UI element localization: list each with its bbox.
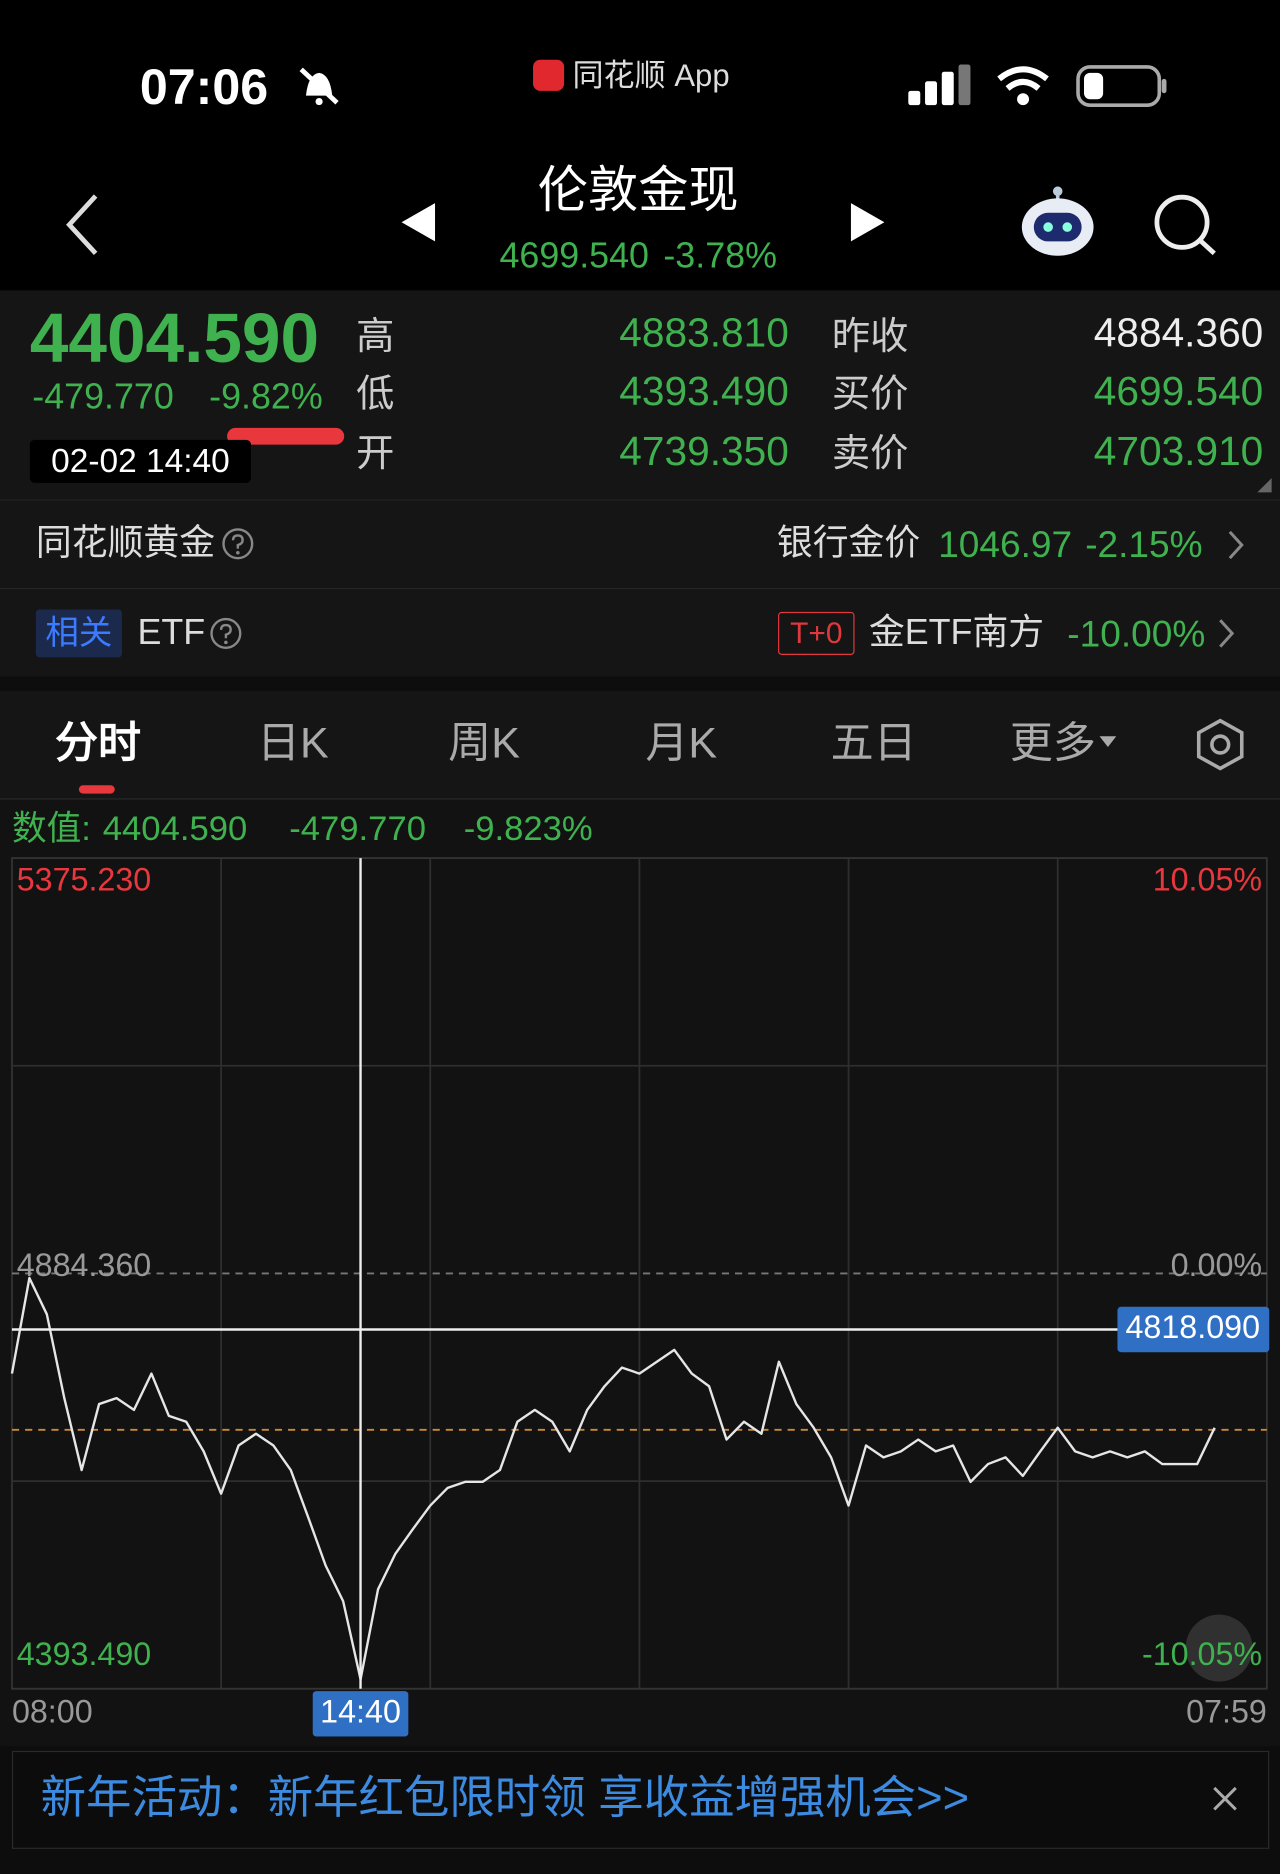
readout-value: 4404.590 — [103, 810, 247, 848]
readout-pct: -9.823% — [464, 810, 593, 848]
back-button[interactable] — [60, 191, 108, 258]
tab[interactable]: 周K — [448, 718, 520, 768]
grid — [11, 858, 1267, 1689]
gold-row[interactable] — [0, 500, 1280, 590]
tab[interactable]: 日K — [256, 718, 329, 768]
field-label: 低 — [356, 371, 395, 415]
fund-change: -10.00% — [1067, 613, 1206, 655]
field-label: 高 — [356, 314, 395, 358]
y-tick-label: 5375.230 — [17, 862, 152, 898]
field-value: 4883.810 — [619, 310, 789, 357]
y-tick-label: 4393.490 — [17, 1636, 152, 1672]
header-quote: 4699.540 -3.78% — [399, 236, 877, 277]
next-button[interactable] — [849, 201, 887, 244]
price-line-series — [10, 1276, 1216, 1681]
app-label[interactable]: 同花顺 App — [572, 57, 730, 94]
chevron — [1219, 619, 1235, 648]
y2-tick-label: 0.00% — [1171, 1247, 1262, 1283]
field-value: 4739.350 — [619, 429, 789, 475]
header-price: 4699.540 — [499, 236, 650, 277]
field-value: 4699.540 — [1093, 369, 1264, 415]
etf-tag: 相关 — [35, 609, 122, 658]
tab-indicator — [78, 785, 115, 794]
fund-name: 金ETF南方 — [868, 613, 1045, 653]
dropdown-arrow — [1099, 736, 1117, 747]
tab[interactable]: 五日 — [830, 718, 917, 768]
etf-row[interactable] — [0, 589, 1280, 677]
bank-change: -2.15% — [1085, 523, 1203, 566]
y-tick-label: 4884.360 — [17, 1247, 152, 1283]
expand-corner[interactable] — [1257, 478, 1274, 495]
clock: 07:06 — [139, 58, 269, 115]
fullscreen-button[interactable] — [1185, 1614, 1253, 1682]
bank-label: 银行金价 — [776, 523, 921, 563]
mute-icon — [299, 67, 339, 106]
change: -479.770 — [32, 377, 174, 418]
highlight-mark — [227, 427, 345, 445]
field-value: 4703.910 — [1093, 429, 1264, 475]
field-label: 买价 — [831, 371, 909, 415]
field-value: 4884.360 — [1093, 310, 1264, 357]
row-title: 同花顺黄金 — [35, 523, 216, 563]
app-icon — [533, 59, 565, 91]
header-change: -3.78% — [663, 236, 777, 277]
quote-time: 02-02 14:40 — [29, 439, 251, 483]
tab[interactable]: 月K — [645, 718, 718, 768]
x-tick-label: 08:00 — [12, 1693, 93, 1729]
intraday-chart: 数值: 4404.590 -479.770 -9.823% 5375.230 48… — [10, 810, 1270, 1737]
crosshair-y-label: 4818.090 — [1126, 1309, 1261, 1345]
tab-bar — [0, 690, 1280, 800]
instrument-title: 伦敦金现 — [537, 161, 739, 218]
t0-badge: T+0 — [778, 611, 855, 655]
crosshair-y-box — [1117, 1306, 1270, 1353]
tab[interactable]: 更多 — [1009, 718, 1096, 768]
change-pct: -9.82% — [209, 377, 323, 418]
help-icon[interactable] — [209, 617, 242, 650]
last-price: 4404.590 — [29, 299, 320, 378]
field-label: 卖价 — [831, 431, 909, 475]
y2-tick-label: 10.05% — [1153, 862, 1262, 898]
close-button[interactable] — [1209, 1783, 1240, 1814]
settings-button[interactable] — [1193, 717, 1248, 772]
bank-price: 1046.97 — [938, 523, 1073, 566]
readout-label: 数值: — [12, 810, 91, 848]
readout: 数值: 4404.590 -479.770 -9.823% — [12, 810, 593, 848]
readout-change: -479.770 — [289, 810, 426, 848]
prev-button[interactable] — [399, 201, 437, 244]
field-value: 4393.490 — [619, 369, 789, 415]
promo-banner[interactable] — [11, 1750, 1270, 1849]
crosshair-x-box — [312, 1691, 409, 1737]
etf-title: ETF — [137, 613, 206, 653]
robot-button[interactable] — [1018, 186, 1097, 260]
crosshair-x-label: 14:40 — [320, 1693, 401, 1729]
field-label: 昨收 — [831, 314, 909, 358]
promo-text[interactable]: 新年活动：新年红包限时领 享收益增强机会>> — [40, 1773, 970, 1824]
field-label: 开 — [356, 431, 395, 475]
tab[interactable]: 分时 — [54, 718, 142, 768]
status-icons — [908, 64, 1167, 107]
x-tick-label: 07:59 — [1186, 1693, 1267, 1729]
y2-tick-label: -10.05% — [1142, 1636, 1262, 1672]
search-button[interactable] — [1150, 191, 1222, 258]
help-icon[interactable] — [221, 527, 254, 560]
chevron — [1228, 530, 1244, 560]
